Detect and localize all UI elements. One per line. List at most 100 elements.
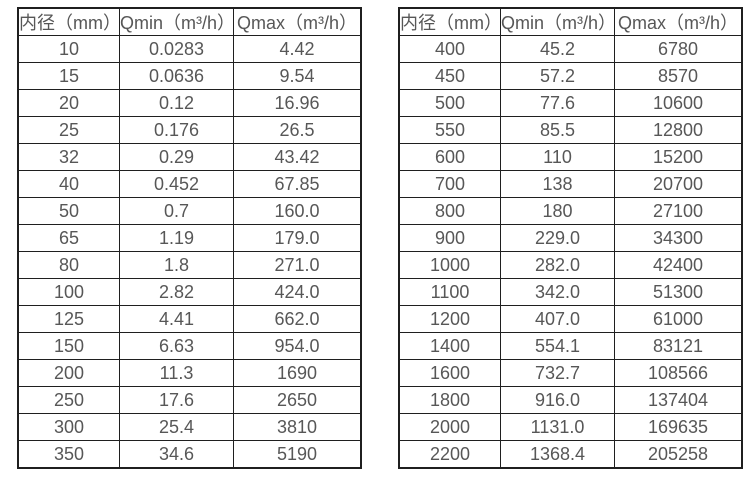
table-cell: 0.452 <box>119 170 234 198</box>
table-cell: 15 <box>17 62 120 90</box>
table-cell: 700 <box>398 170 501 198</box>
table-cell: 2650 <box>233 386 362 414</box>
table-cell: 2000 <box>398 413 501 441</box>
table-cell: 150 <box>17 332 120 360</box>
table-row: 400 45.2 6780 <box>398 35 743 63</box>
table-cell: 550 <box>398 116 501 144</box>
table-cell: 0.7 <box>119 197 234 225</box>
table-cell: 1368.4 <box>500 440 615 469</box>
table-row: 200 11.3 1690 <box>17 359 362 387</box>
table-cell: 27100 <box>614 197 743 225</box>
table-cell: 4.41 <box>119 305 234 333</box>
table-row: 15 0.0636 9.54 <box>17 62 362 90</box>
table-cell: 80 <box>17 251 120 279</box>
table-cell: 20 <box>17 89 120 117</box>
table-cell: 25.4 <box>119 413 234 441</box>
table-row: 2000 1131.0 169635 <box>398 413 743 441</box>
table-cell: 0.0636 <box>119 62 234 90</box>
column-header: Qmin（m³/h） <box>119 7 234 36</box>
table-row: 1200 407.0 61000 <box>398 305 743 333</box>
table-cell: 1000 <box>398 251 501 279</box>
table-cell: 77.6 <box>500 89 615 117</box>
table-cell: 6780 <box>614 35 743 63</box>
table-cell: 954.0 <box>233 332 362 360</box>
table-cell: 1100 <box>398 278 501 306</box>
table-cell: 2200 <box>398 440 501 469</box>
table-cell: 169635 <box>614 413 743 441</box>
table-cell: 45.2 <box>500 35 615 63</box>
table-row: 1000 282.0 42400 <box>398 251 743 279</box>
table-cell: 11.3 <box>119 359 234 387</box>
table-cell: 1400 <box>398 332 501 360</box>
flow-range-table-large-diameters: 内径（mm） Qmin（m³/h） Qmax（m³/h） 400 45.2 6780 450… <box>398 7 743 469</box>
table-cell: 200 <box>17 359 120 387</box>
table-cell: 61000 <box>614 305 743 333</box>
table-cell: 400 <box>398 35 501 63</box>
table-cell: 10 <box>17 35 120 63</box>
table-cell: 0.12 <box>119 89 234 117</box>
table-cell: 8570 <box>614 62 743 90</box>
table-row: 900 229.0 34300 <box>398 224 743 252</box>
table-cell: 1690 <box>233 359 362 387</box>
table-row: 250 17.6 2650 <box>17 386 362 414</box>
table-row: 1400 554.1 83121 <box>398 332 743 360</box>
table-row: 1600 732.7 108566 <box>398 359 743 387</box>
table-cell: 1600 <box>398 359 501 387</box>
table-row: 20 0.12 16.96 <box>17 89 362 117</box>
table-cell: 42400 <box>614 251 743 279</box>
table-cell: 179.0 <box>233 224 362 252</box>
table-cell: 916.0 <box>500 386 615 414</box>
column-header: Qmax（m³/h） <box>614 7 743 36</box>
table-row: 600 110 15200 <box>398 143 743 171</box>
table-row: 25 0.176 26.5 <box>17 116 362 144</box>
table-cell: 57.2 <box>500 62 615 90</box>
table-cell: 180 <box>500 197 615 225</box>
table-row: 700 138 20700 <box>398 170 743 198</box>
table-cell: 17.6 <box>119 386 234 414</box>
table-row: 450 57.2 8570 <box>398 62 743 90</box>
table-cell: 342.0 <box>500 278 615 306</box>
table-row: 150 6.63 954.0 <box>17 332 362 360</box>
table-cell: 160.0 <box>233 197 362 225</box>
table-row: 10 0.0283 4.42 <box>17 35 362 63</box>
table-cell: 108566 <box>614 359 743 387</box>
table-cell: 1.8 <box>119 251 234 279</box>
table-row: 50 0.7 160.0 <box>17 197 362 225</box>
table-cell: 15200 <box>614 143 743 171</box>
flow-range-table-small-diameters: 内径（mm） Qmin（m³/h） Qmax（m³/h） 10 0.0283 4.42 15… <box>17 7 362 469</box>
table-cell: 0.176 <box>119 116 234 144</box>
table-cell: 9.54 <box>233 62 362 90</box>
table-cell: 65 <box>17 224 120 252</box>
table-cell: 100 <box>17 278 120 306</box>
column-header: Qmin（m³/h） <box>500 7 615 36</box>
column-header: 内径（mm） <box>398 7 501 36</box>
table-cell: 16.96 <box>233 89 362 117</box>
table-cell: 67.85 <box>233 170 362 198</box>
table-cell: 40 <box>17 170 120 198</box>
table-cell: 732.7 <box>500 359 615 387</box>
table-row: 1800 916.0 137404 <box>398 386 743 414</box>
column-header: Qmax（m³/h） <box>233 7 362 36</box>
table-cell: 271.0 <box>233 251 362 279</box>
header-row: 内径（mm） Qmin（m³/h） Qmax（m³/h） <box>17 7 362 36</box>
table-cell: 1131.0 <box>500 413 615 441</box>
table-row: 65 1.19 179.0 <box>17 224 362 252</box>
table-cell: 20700 <box>614 170 743 198</box>
table-cell: 2.82 <box>119 278 234 306</box>
table-cell: 51300 <box>614 278 743 306</box>
table-cell: 450 <box>398 62 501 90</box>
table-cell: 50 <box>17 197 120 225</box>
table-cell: 250 <box>17 386 120 414</box>
table-cell: 900 <box>398 224 501 252</box>
column-header: 内径（mm） <box>17 7 120 36</box>
table-row: 1100 342.0 51300 <box>398 278 743 306</box>
table-cell: 407.0 <box>500 305 615 333</box>
table-cell: 10600 <box>614 89 743 117</box>
table-cell: 662.0 <box>233 305 362 333</box>
table-cell: 554.1 <box>500 332 615 360</box>
table-row: 80 1.8 271.0 <box>17 251 362 279</box>
table-cell: 0.0283 <box>119 35 234 63</box>
table-cell: 85.5 <box>500 116 615 144</box>
table-row: 550 85.5 12800 <box>398 116 743 144</box>
